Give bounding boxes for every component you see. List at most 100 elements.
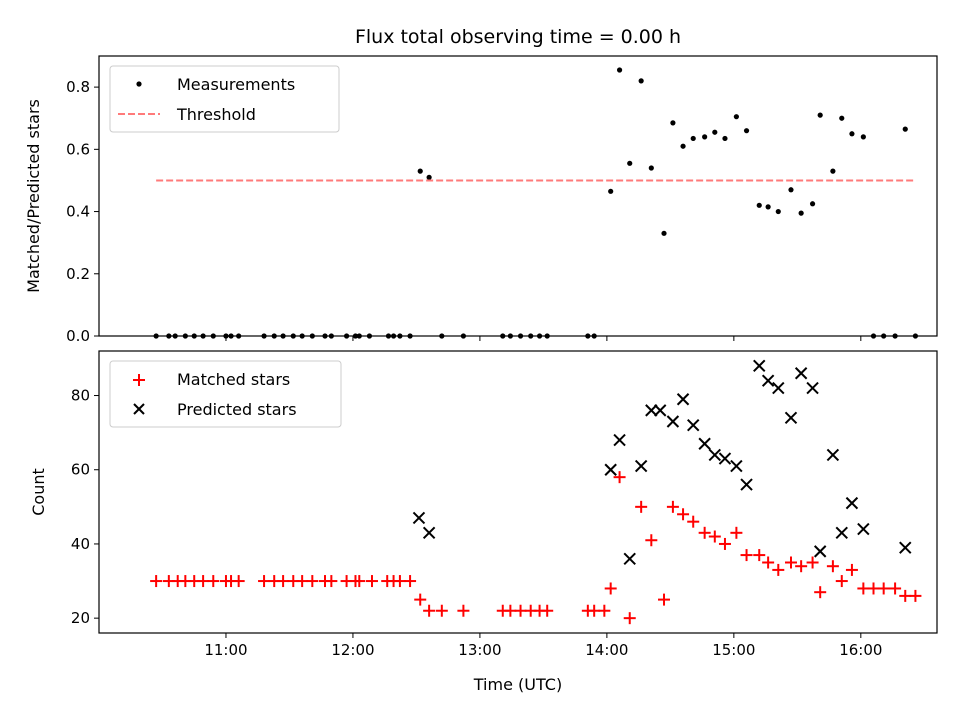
bottom-axes-frame (98, 350, 938, 634)
measurements-point (648, 165, 654, 171)
matched-stars-point (677, 508, 690, 521)
bottom-y-axis: 20 40 60 80 (71, 387, 99, 627)
predicted-stars-point (740, 478, 753, 491)
measurements-point (608, 188, 614, 194)
bottom-y-tick-label: 60 (71, 461, 90, 479)
bottom-plot-area (150, 359, 922, 625)
top-axes-frame (98, 55, 938, 337)
predicted-stars-point (604, 463, 617, 476)
matched-stars-point (306, 575, 319, 588)
matched-stars-point (857, 582, 870, 595)
bottom-x-tick-label: 11:00 (204, 641, 247, 659)
bottom-legend: Matched stars Predicted stars (109, 360, 342, 428)
legend-matched-marker (133, 374, 145, 386)
predicted-stars-point (845, 496, 859, 510)
predicted-stars-point (730, 459, 743, 473)
measurements-point (712, 129, 718, 135)
top-y-tick-label: 0.8 (66, 78, 90, 96)
predicted-stars-point (857, 522, 870, 536)
measurements-point (902, 126, 908, 132)
matched-stars-point (698, 526, 711, 539)
measurements-point (680, 143, 686, 149)
measurements-point (817, 112, 823, 118)
top-legend-frame (109, 65, 340, 133)
matched-stars-point (435, 604, 448, 617)
bottom-x-tick-label: 12:00 (331, 641, 374, 659)
top-y-tick-label: 0.0 (66, 327, 90, 345)
measurements-point (788, 187, 794, 193)
matched-stars-point (889, 582, 902, 595)
matched-stars-point (658, 593, 671, 606)
legend-predicted-label: Predicted stars (177, 400, 297, 419)
matched-stars-point (730, 526, 743, 539)
predicted-stars-point (653, 404, 667, 417)
matched-stars-point (826, 560, 839, 573)
top-y-axis: 0.0 0.2 0.4 0.6 0.8 (66, 78, 99, 345)
bottom-y-tick-label: 20 (71, 609, 90, 627)
matched-stars-point (784, 556, 797, 569)
matched-stars-point (423, 604, 436, 617)
top-y-tick-label: 0.2 (66, 265, 90, 283)
matched-stars-point (197, 575, 210, 588)
bottom-x-axis: 11:00 12:00 13:00 14:00 15:00 16:00 (204, 633, 882, 659)
matched-stars-point (365, 575, 378, 588)
predicted-stars-point (422, 526, 436, 540)
matched-stars-point (598, 604, 611, 617)
matched-stars-point (414, 593, 427, 606)
predicted-stars-point (753, 359, 766, 373)
measurements-point (722, 135, 728, 142)
matched-stars-point (207, 575, 220, 588)
predicted-stars-point (676, 393, 690, 406)
measurements-point (426, 174, 432, 180)
bottom-y-tick-label: 40 (71, 535, 90, 553)
measurements-point (849, 131, 855, 137)
bottom-x-tick-label: 13:00 (458, 641, 501, 659)
matched-stars-point (806, 556, 819, 569)
matched-stars-point (845, 563, 858, 576)
matched-stars-point (353, 575, 366, 588)
matched-stars-point (795, 560, 808, 573)
predicted-stars-point (718, 452, 732, 465)
measurements-point (765, 204, 771, 210)
matched-stars-point (514, 604, 527, 617)
matched-stars-point (814, 586, 827, 599)
top-panel: 0.00.20.40.60.8 Matched/Predicted stars … (24, 55, 938, 345)
predicted-stars-point (806, 381, 819, 395)
matched-stars-point (604, 582, 617, 595)
predicted-stars-point (687, 419, 700, 432)
matched-stars-point (504, 604, 517, 617)
matched-stars-point (762, 556, 775, 569)
matched-stars-point (772, 563, 785, 576)
matched-stars-point (393, 575, 406, 588)
matched-stars-point (623, 612, 636, 625)
matched-stars-point (867, 582, 880, 595)
measurements-point (616, 67, 623, 73)
measurements-point (830, 168, 836, 174)
matched-stars-point (708, 530, 721, 543)
measurements-point (661, 230, 667, 236)
legend-threshold-label: Threshold (176, 105, 256, 124)
predicted-stars-point (623, 552, 636, 565)
matched-stars-point (588, 604, 601, 617)
matched-stars-point (718, 537, 731, 550)
measurements-point (839, 115, 845, 121)
matched-stars-point (277, 575, 290, 588)
predicted-stars-point (813, 545, 827, 558)
matched-stars-point (645, 534, 658, 547)
predicted-stars-point (826, 448, 840, 462)
predicted-stars-point (835, 526, 848, 540)
top-x-axis (225, 336, 862, 341)
predicted-stars-point (698, 437, 711, 450)
top-legend: Measurements Threshold (109, 65, 340, 133)
matched-stars-point (877, 582, 890, 595)
predicted-stars-point (613, 433, 626, 447)
measurements-point (670, 120, 676, 126)
measurements-point (638, 78, 644, 84)
matched-stars-point (541, 604, 554, 617)
predicted-stars-point (666, 415, 680, 428)
predicted-stars-point (761, 374, 775, 387)
top-y-tick-label: 0.6 (66, 140, 90, 158)
matched-stars-point (232, 575, 245, 588)
measurements-point (702, 134, 708, 140)
